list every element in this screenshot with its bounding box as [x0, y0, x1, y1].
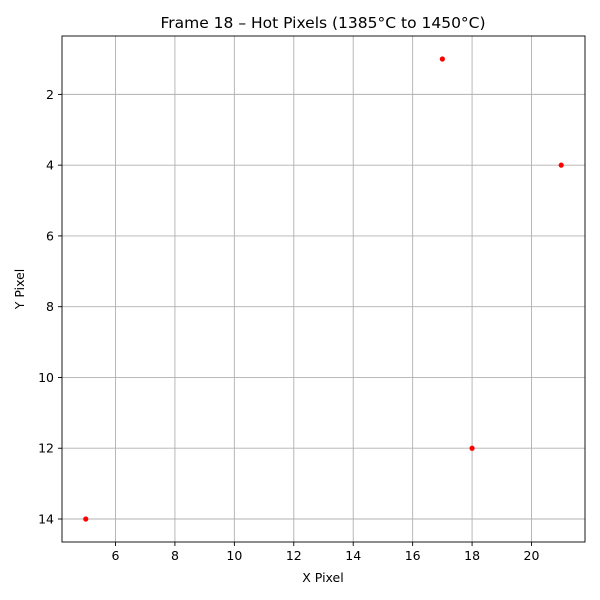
x-tick-label: 6: [112, 548, 120, 563]
y-tick-label: 14: [38, 512, 54, 527]
data-points: [83, 56, 564, 522]
y-tick-label: 6: [46, 228, 54, 243]
y-tick-label: 12: [38, 441, 54, 456]
x-tick-label: 16: [405, 548, 421, 563]
x-axis-label: X Pixel: [302, 570, 343, 585]
y-axis-label: Y Pixel: [12, 269, 27, 311]
x-tick-label: 8: [171, 548, 179, 563]
hot-pixel-point: [439, 56, 445, 62]
hot-pixel-point: [83, 516, 89, 522]
x-tick-label: 18: [464, 548, 480, 563]
x-tick-label: 14: [345, 548, 361, 563]
y-tick-label: 4: [46, 158, 54, 173]
chart-title: Frame 18 – Hot Pixels (1385°C to 1450°C): [160, 14, 485, 32]
y-tick-label: 10: [38, 370, 54, 385]
x-tick-label: 20: [524, 548, 540, 563]
axis-ticks: 6 8 10 12 14 16 18 20 2 4 6 8 10 12 14: [38, 87, 539, 563]
x-tick-label: 10: [226, 548, 242, 563]
y-tick-label: 8: [46, 299, 54, 314]
grid-lines: [62, 36, 585, 542]
hot-pixel-point: [558, 162, 564, 168]
hot-pixel-point: [469, 445, 475, 451]
x-tick-label: 12: [286, 548, 302, 563]
plot-area-frame: [61, 35, 586, 543]
y-tick-label: 2: [46, 87, 54, 102]
